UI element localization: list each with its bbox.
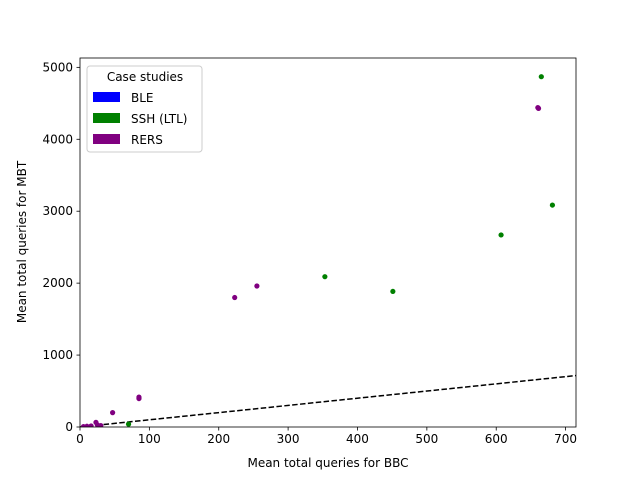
data-point-rers-1	[84, 423, 90, 427]
legend-swatch-ble	[93, 92, 120, 102]
data-point-rers-9	[232, 294, 238, 301]
plot-area	[80, 374, 576, 427]
x-tick-label-200: 200	[207, 432, 230, 446]
data-point-ssh-ltl--1	[322, 274, 328, 280]
legend-label-rers: RERS	[131, 133, 163, 147]
legend-title: Case studies	[107, 70, 183, 84]
legend: Case studies BLE SSH (LTL) RERS	[86, 65, 203, 153]
x-tick-label-400: 400	[346, 432, 369, 446]
data-point-rers-8	[136, 394, 142, 400]
data-point-ssh-ltl--4	[538, 74, 544, 80]
data-point-rers-12	[535, 105, 542, 111]
data-point-rers-6	[110, 410, 116, 416]
data-point-rers-5	[98, 422, 104, 427]
x-tick-label-500: 500	[415, 432, 438, 446]
reference-line	[80, 374, 576, 427]
data-point-rers-2	[88, 423, 94, 427]
data-point-ssh-ltl--5	[549, 202, 556, 208]
y-tick-label-4000: 4000	[42, 132, 73, 146]
legend-swatch-ssh-ltl	[93, 113, 120, 123]
legend-box	[86, 65, 203, 153]
y-axis-label: Mean total queries for MBT	[15, 160, 29, 323]
axes-frame	[79, 57, 577, 428]
data-point-ssh-ltl--2	[390, 288, 396, 295]
data-point-ssh-ltl--3	[498, 232, 504, 238]
x-tick-label-600: 600	[485, 432, 508, 446]
y-tick-label-2000: 2000	[42, 276, 73, 290]
y-tick-label-5000: 5000	[42, 60, 73, 74]
y-tick-label-3000: 3000	[42, 204, 73, 218]
x-axis-label: Mean total queries for BBC	[247, 456, 408, 470]
legend-label-ble: BLE	[131, 91, 154, 105]
data-point-ssh-ltl--0	[125, 421, 132, 427]
legend-label-ssh-ltl: SSH (LTL)	[131, 112, 187, 126]
data-point-rers-10	[254, 283, 260, 289]
axes: 0 100 200 300 400 500 600 700 0 1000 2000 3000 4000 5…	[42, 57, 577, 446]
x-tick-label-0: 0	[76, 432, 84, 446]
x-tick-label-100: 100	[138, 432, 161, 446]
y-tick-label-1000: 1000	[42, 348, 73, 362]
data-points	[80, 74, 556, 427]
y-tick-label-0: 0	[65, 420, 73, 434]
legend-swatch-rers	[93, 134, 120, 144]
x-tick-label-300: 300	[277, 432, 300, 446]
x-tick-label-700: 700	[554, 432, 577, 446]
